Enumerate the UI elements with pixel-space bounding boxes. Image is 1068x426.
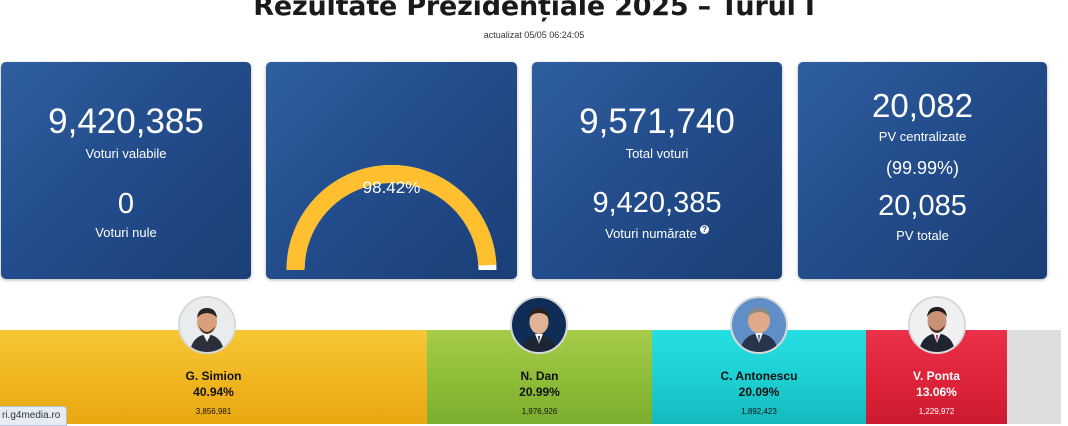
- counted-votes-row: Voturi numărate?: [532, 225, 782, 241]
- candidate-votes: 1,229,972: [918, 407, 955, 416]
- null-votes-value: 0: [117, 188, 135, 220]
- person-icon: [512, 298, 566, 352]
- candidate-name: N. Dan: [520, 369, 559, 383]
- candidate-percent: 40.94%: [193, 385, 234, 399]
- gauge-fill: [286, 165, 497, 271]
- pv-centralized-percent: (99.99%): [885, 158, 960, 178]
- pv-total-label: PV totale: [896, 228, 949, 243]
- counted-votes-label: Voturi numărate: [605, 226, 697, 241]
- avatar-simion: [178, 296, 236, 354]
- avatar-dan: [510, 296, 568, 354]
- person-icon: [910, 298, 964, 352]
- candidate-name: C. Antonescu: [720, 369, 798, 383]
- candidate-bar-others[interactable]: [1007, 330, 1061, 424]
- counted-votes-value: 9,420,385: [592, 187, 722, 219]
- person-icon: [732, 298, 786, 352]
- page-title: Rezultate Prezidențiale 2025 – Turul I: [253, 0, 815, 22]
- candidate-votes: 1,892,423: [741, 407, 777, 416]
- candidate-name: V. Ponta: [913, 369, 960, 383]
- candidate-percent: 20.99%: [519, 385, 560, 399]
- progress-gauge: [286, 165, 497, 271]
- pv-total-value: 20,085: [878, 190, 967, 222]
- candidate-votes: 1,976,926: [521, 407, 558, 416]
- total-votes-value: 9,571,740: [579, 102, 735, 141]
- total-votes-label: Total voturi: [625, 146, 689, 161]
- candidate-name: G. Simion: [185, 369, 242, 383]
- help-icon[interactable]: ?: [699, 225, 709, 234]
- card-gauge: 98.42%: [266, 62, 517, 279]
- candidate-percent: 13.06%: [916, 385, 957, 399]
- avatar-ponta: [908, 296, 966, 354]
- null-votes-label: Voturi nule: [95, 225, 157, 240]
- person-icon: [180, 298, 234, 352]
- card-pv: 20,082 PV centralizate (99.99%) 20,085 P…: [798, 62, 1047, 279]
- candidate-percent: 20.09%: [738, 385, 780, 399]
- avatar-antonescu: [730, 296, 788, 354]
- pv-centralized-label: PV centralizate: [878, 129, 967, 144]
- valid-votes-label: Voturi valabile: [85, 146, 167, 161]
- valid-votes-value: 9,420,385: [48, 102, 204, 141]
- card-total-votes: 9,571,740 Total voturi 9,420,385 Voturi …: [532, 62, 782, 279]
- gauge-value: 98.42%: [362, 178, 421, 197]
- candidate-votes: 3,856,981: [195, 407, 232, 416]
- card-valid-votes: 9,420,385 Voturi valabile 0 Voturi nule: [1, 62, 251, 279]
- pv-centralized-value: 20,082: [872, 87, 973, 124]
- updated-timestamp: actualizat 05/05 06:24:05: [483, 30, 585, 40]
- status-url: ri.g4media.ro: [0, 406, 68, 426]
